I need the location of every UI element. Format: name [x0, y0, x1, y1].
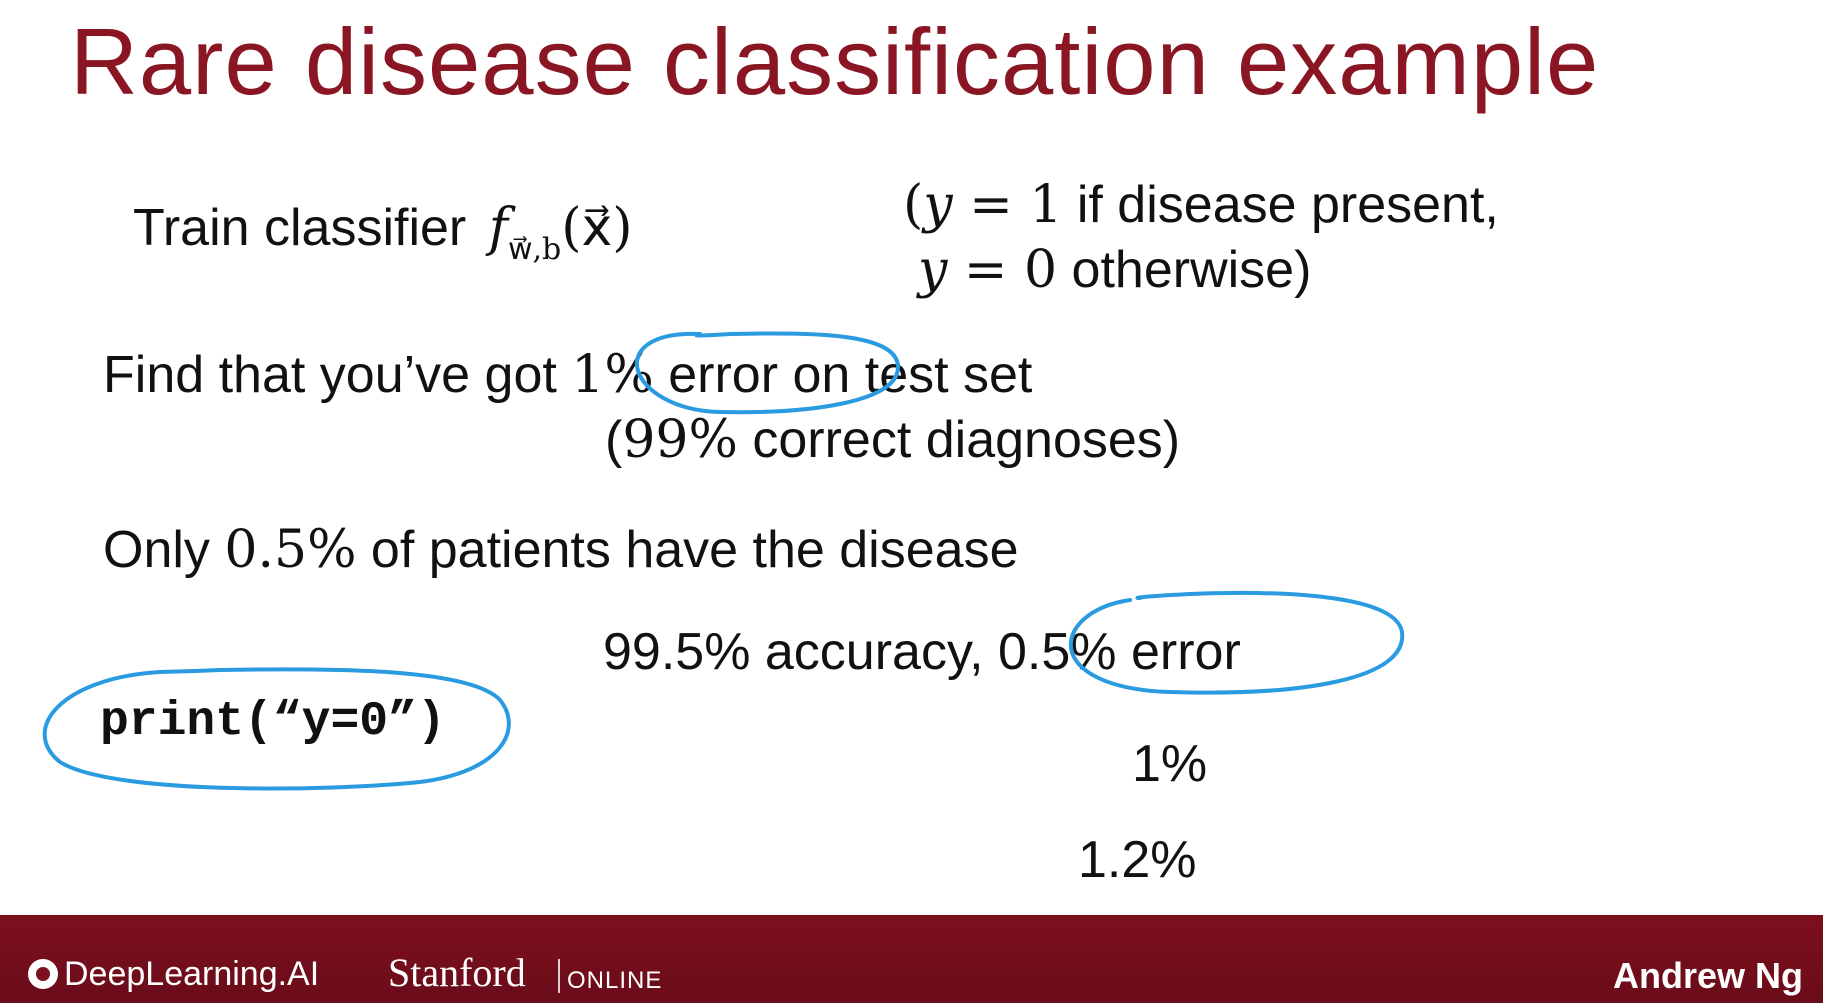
correct-diagnoses-suffix: correct diagnoses) — [737, 411, 1181, 469]
stanford-online-text: ONLINE — [567, 967, 663, 994]
baseline-accuracy-line: 99.5% accuracy, 0.5% error — [603, 623, 1241, 681]
prevalence-suffix: of patients have the disease — [356, 521, 1019, 579]
footer-divider — [558, 959, 560, 993]
error-value-b: 1.2% — [1078, 831, 1197, 889]
label-condition-otherwise: otherwise) — [1057, 241, 1312, 299]
prevalence-prefix: Only — [103, 521, 225, 579]
test-error-line: Find that you’ve got 1% error on test se… — [103, 345, 1032, 405]
paren-open: ( — [903, 175, 924, 235]
label-definition-line-b: y = 0 otherwise) — [918, 240, 1311, 300]
slide-title: Rare disease classification example — [70, 9, 1600, 114]
function-argument: (x⃗) — [561, 198, 633, 258]
correct-diagnoses-line: (99% correct diagnoses) — [605, 410, 1180, 470]
label-definition-line-a: (y = 1 if disease present, — [903, 175, 1499, 235]
prevalence-line: Only 0.5% of patients have the disease — [103, 520, 1019, 580]
label-value-one: = 1 — [952, 175, 1063, 235]
train-classifier-text: Train classifier — [133, 199, 467, 257]
label-condition-present: if disease present, — [1062, 176, 1499, 234]
author-name: Andrew Ng — [1612, 955, 1803, 996]
label-variable: y — [918, 240, 948, 300]
prevalence-value: 0.5% — [224, 520, 357, 580]
label-variable: y — [923, 175, 953, 235]
deeplearning-brand-text: DeepLearning.AI — [64, 955, 320, 993]
deeplearning-logo-icon — [28, 959, 58, 989]
test-error-value: 1% — [571, 345, 654, 405]
label-value-zero: = 0 — [947, 240, 1058, 300]
error-value-a: 1% — [1132, 735, 1208, 793]
deeplearning-logo: DeepLearning.AI — [28, 955, 319, 994]
test-error-suffix: error on test set — [653, 346, 1033, 404]
stanford-logo: Stanford — [388, 950, 526, 995]
paren-open: ( — [605, 411, 623, 469]
function-subscript: w⃗,b — [507, 232, 562, 267]
footer-bar: DeepLearning.AI Stanford ONLINE Andrew N… — [0, 915, 1823, 1003]
train-classifier-line: Train classifier fw⃗,b(x⃗) — [133, 198, 633, 267]
classifier-function: fw⃗,b(x⃗) — [488, 198, 633, 267]
function-symbol: f — [488, 198, 508, 258]
code-snippet: print(“y=0”) — [100, 695, 446, 749]
test-error-prefix: Find that you’ve got — [103, 346, 572, 404]
correct-diagnoses-value: 99% — [622, 410, 738, 470]
